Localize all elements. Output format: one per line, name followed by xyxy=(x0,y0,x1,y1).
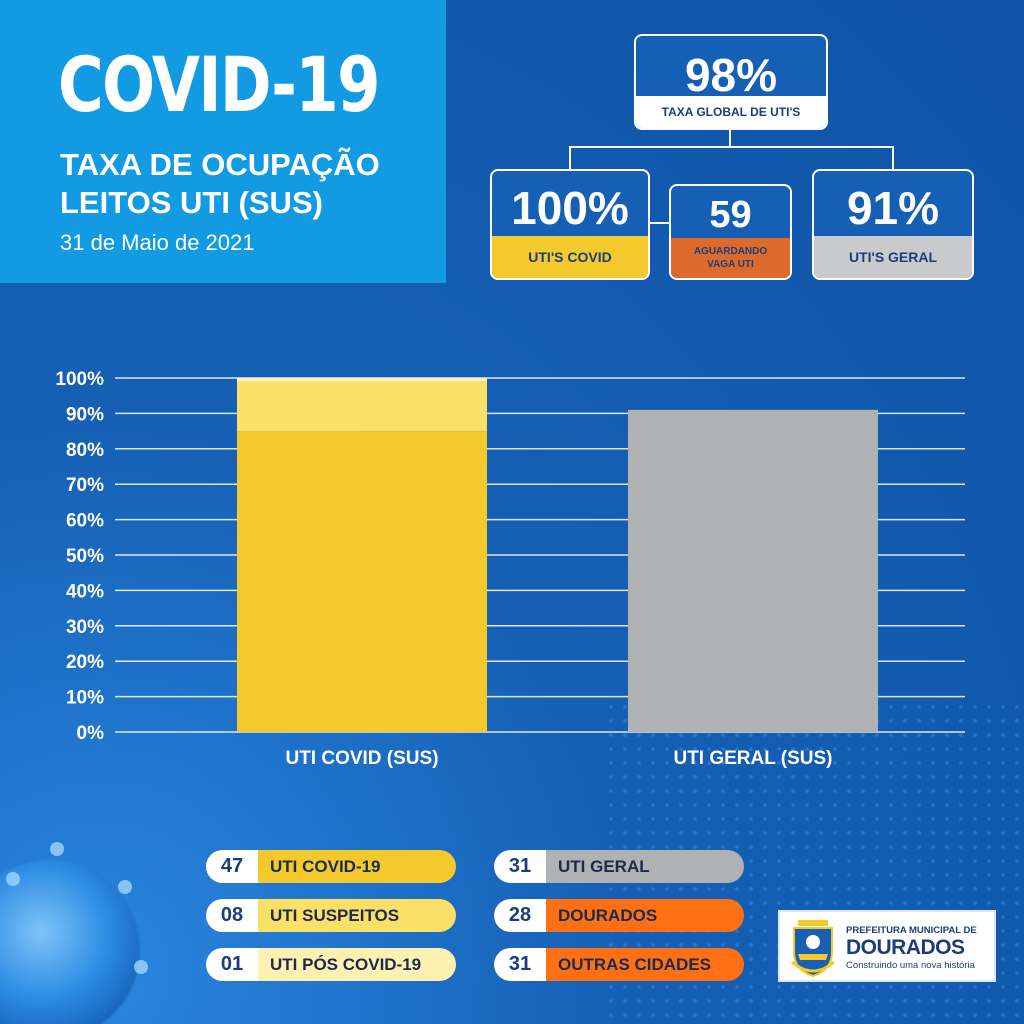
legend-item: 47 UTI COVID-19 xyxy=(206,850,456,883)
subtitle-line2: LEITOS UTI (SUS) xyxy=(60,185,323,220)
legend-item: 08 UTI SUSPEITOS xyxy=(206,899,456,932)
city-logo: PREFEITURA MUNICIPAL DE DOURADOS Constru… xyxy=(778,910,996,982)
kpi-geral-value: 91% xyxy=(846,182,940,234)
y-tick-label: 50% xyxy=(66,546,104,567)
y-tick-label: 0% xyxy=(77,723,105,744)
legend-count: 31 xyxy=(494,850,546,883)
virus-spike xyxy=(6,872,20,886)
legend-item: 01 UTI PÓS COVID-19 xyxy=(206,948,456,981)
coat-of-arms-icon xyxy=(791,920,835,978)
x-category-label: UTI COVID (SUS) xyxy=(285,748,438,769)
legend-count: 31 xyxy=(494,948,546,981)
bar xyxy=(628,409,878,732)
legend-item: 31 OUTRAS CIDADES xyxy=(494,948,744,981)
connector-line xyxy=(650,222,670,224)
y-tick-label: 90% xyxy=(66,404,104,425)
logo-line2: DOURADOS xyxy=(846,936,965,959)
kpi-covid-value: 100% xyxy=(511,182,629,234)
y-tick-label: 70% xyxy=(66,475,104,496)
y-tick-label: 10% xyxy=(66,688,104,709)
legend-item: 31 UTI GERAL xyxy=(494,850,744,883)
legend-item: 28 DOURADOS xyxy=(494,899,744,932)
y-tick-label: 40% xyxy=(66,581,104,602)
legend-count: 47 xyxy=(206,850,258,883)
y-tick-label: 30% xyxy=(66,617,104,638)
legend-label: UTI GERAL xyxy=(558,857,650,876)
legend-count: 08 xyxy=(206,899,258,932)
connector-line xyxy=(729,130,731,147)
kpi-global-value: 98% xyxy=(684,49,778,101)
kpi-covid-label: UTI'S COVID xyxy=(492,236,648,278)
kpi-global-label: TAXA GLOBAL DE UTI'S xyxy=(636,96,826,128)
connector-line xyxy=(569,146,894,148)
legend-label: UTI COVID-19 xyxy=(270,857,381,876)
subtitle-line1: TAXA DE OCUPAÇÃO xyxy=(60,147,380,182)
occupancy-bar-chart: 0% 10% 20% 30% 40% 50% 60% 70% 80% 90% 100% UTI COV… xyxy=(55,369,965,769)
bar-segment xyxy=(237,431,487,732)
bar-segment xyxy=(237,378,487,382)
virus-spike xyxy=(134,960,148,974)
kpi-waiting-value: 59 xyxy=(709,194,752,236)
legend-count: 01 xyxy=(206,948,258,981)
bar-segment xyxy=(237,381,487,432)
legend-count: 28 xyxy=(494,899,546,932)
header-panel: COVID-19 TAXA DE OCUPAÇÃO LEITOS UTI (SU… xyxy=(0,0,446,283)
legend-label: OUTRAS CIDADES xyxy=(558,955,712,974)
report-date: 31 de Maio de 2021 xyxy=(60,230,255,255)
connector-line xyxy=(892,146,894,170)
y-tick-label: 20% xyxy=(66,652,104,673)
kpi-covid-rate: 100% UTI'S COVID xyxy=(490,169,650,280)
connector-line xyxy=(569,146,571,170)
kpi-waiting-label-line1: AGUARDANDO xyxy=(693,246,768,257)
virus-spike xyxy=(118,880,132,894)
logo-line1: PREFEITURA MUNICIPAL DE xyxy=(846,925,977,936)
kpi-waiting-label: AGUARDANDO VAGA UTI xyxy=(671,238,790,278)
kpi-global-rate: 98% TAXA GLOBAL DE UTI'S xyxy=(634,34,828,130)
page-title: COVID-19 xyxy=(58,40,380,129)
legend-label: UTI SUSPEITOS xyxy=(270,906,400,925)
x-category-label: UTI GERAL (SUS) xyxy=(673,748,832,769)
kpi-geral-rate: 91% UTI'S GERAL xyxy=(812,169,974,280)
virus-spike xyxy=(50,842,64,856)
kpi-waiting-label-line2: VAGA UTI xyxy=(707,259,754,270)
logo-line3: Construindo uma nova história xyxy=(846,960,975,971)
legend-label: UTI PÓS COVID-19 xyxy=(270,955,422,974)
y-tick-label: 80% xyxy=(66,440,104,461)
legend-label: DOURADOS xyxy=(558,906,658,925)
kpi-waiting: 59 AGUARDANDO VAGA UTI xyxy=(669,184,792,280)
y-tick-label: 60% xyxy=(66,511,104,532)
kpi-geral-label: UTI'S GERAL xyxy=(814,236,972,278)
y-tick-label: 100% xyxy=(55,369,104,390)
